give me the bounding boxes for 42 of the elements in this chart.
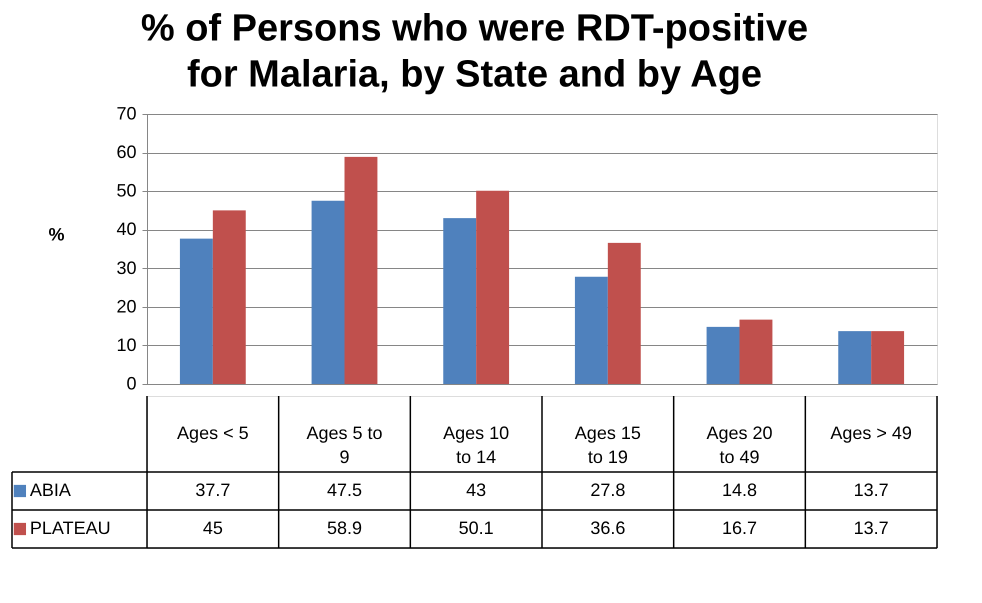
x-tick-label: Ages 10 to 14	[443, 423, 510, 467]
data-label: 45	[202, 518, 223, 538]
bar	[838, 331, 872, 384]
y-tick-label: 10	[116, 334, 136, 355]
y-tick-label: 30	[116, 258, 136, 278]
bar	[706, 326, 740, 384]
bar	[180, 238, 213, 384]
data-label: 37.7	[195, 480, 230, 500]
bar	[871, 331, 904, 384]
x-tick-label: Ages > 49	[830, 423, 912, 443]
bar	[344, 156, 378, 384]
legend-label: ABIA	[30, 480, 71, 500]
y-tick-label: 50	[116, 180, 136, 201]
x-tick-label: Ages 15 to 19	[574, 423, 641, 467]
data-label: 16.7	[722, 518, 758, 538]
data-label: 58.9	[326, 518, 362, 538]
bar	[608, 242, 641, 384]
y-tick-label: 40	[116, 219, 136, 240]
data-label: 43	[466, 480, 486, 500]
x-tick-label: Ages 5 to 9	[306, 423, 383, 467]
data-label: 50.1	[458, 518, 494, 538]
chart-title: % of Persons who were RDT-positive for Malaria, by State and by Age	[140, 8, 808, 96]
bar	[574, 276, 608, 384]
bar	[740, 320, 772, 384]
y-tick-label: 0	[126, 374, 136, 394]
y-tick-label: 70	[116, 104, 136, 124]
x-tick-label: Ages < 5	[177, 423, 249, 443]
y-tick-label: 20	[116, 296, 136, 316]
data-label: 13.7	[854, 480, 889, 500]
y-tick-label: 60	[116, 142, 136, 162]
x-tick-label: Ages 20 to 49	[706, 423, 773, 467]
data-label: 47.5	[326, 480, 362, 500]
y-axis-title: %	[48, 224, 64, 244]
data-label: 27.8	[590, 480, 626, 500]
bar	[312, 200, 344, 384]
legend-label: PLATEAU	[30, 518, 111, 538]
bar	[476, 190, 510, 384]
data-label: 14.8	[722, 480, 758, 500]
bar	[212, 210, 246, 384]
data-label: 36.6	[590, 518, 626, 538]
bar	[443, 218, 476, 384]
data-label: 13.7	[854, 518, 889, 538]
